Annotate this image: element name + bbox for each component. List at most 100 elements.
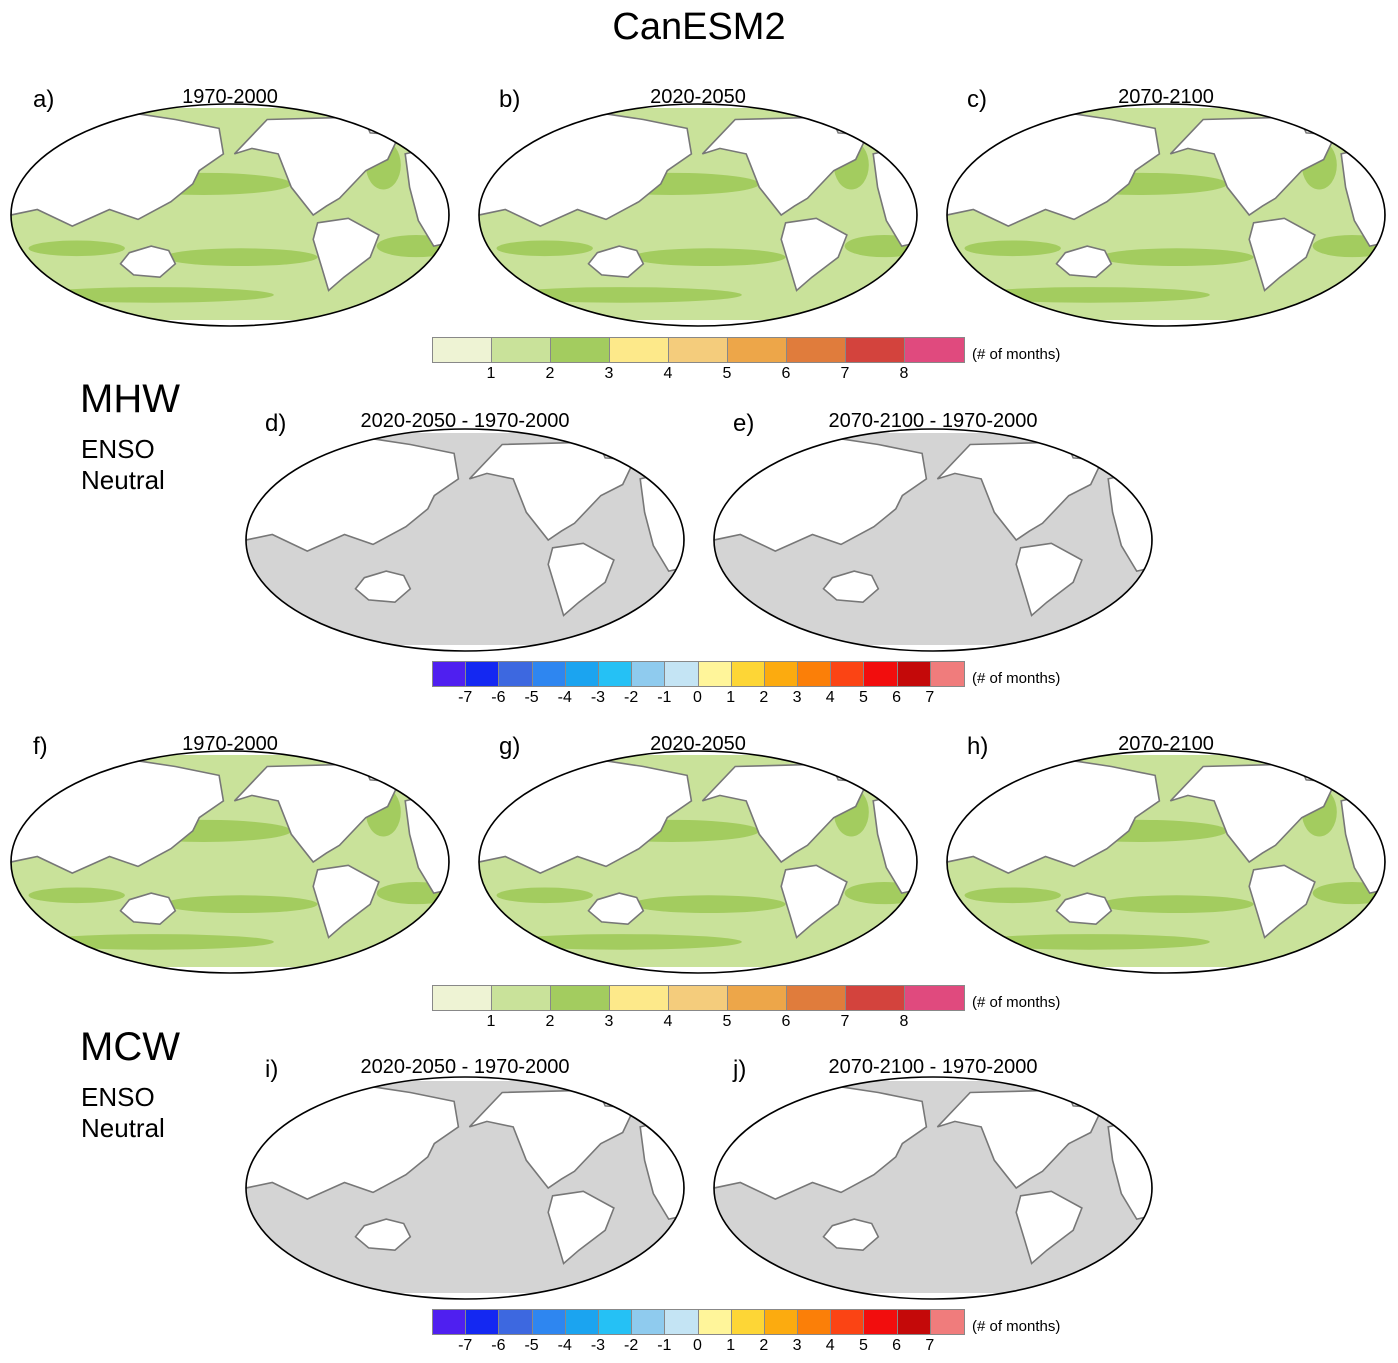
colorbar-tick-label: 7 <box>840 1013 850 1030</box>
map-border <box>245 428 685 652</box>
colorbar-tick-label: 5 <box>858 1337 868 1354</box>
panel-letter: j) <box>733 1056 747 1083</box>
colorbar-swatch <box>798 1310 832 1334</box>
colorbar-swatch <box>728 338 787 362</box>
colorbar-tick-label: 4 <box>825 689 835 706</box>
continent <box>119 892 177 926</box>
continent <box>312 217 380 292</box>
colorbar-tick-label: -7 <box>458 1337 473 1354</box>
continent <box>547 542 615 617</box>
colorbar-tick-label: 6 <box>892 689 902 706</box>
anomaly-band <box>496 240 593 257</box>
colorbar-unit-label: (# of months) <box>972 1318 1061 1335</box>
colorbar-swatch <box>610 986 669 1010</box>
world-map <box>245 1076 685 1300</box>
panel-period-title: 2070-2100 <box>1118 86 1214 108</box>
colorbar-tick-label: 4 <box>825 1337 835 1354</box>
colorbar-tick-label: 1 <box>726 689 736 706</box>
colorbar-swatch <box>532 1310 566 1334</box>
map-border <box>946 103 1386 327</box>
anomaly-band <box>496 887 593 904</box>
continent <box>547 1190 615 1265</box>
colorbar-tick-label: 4 <box>663 365 673 382</box>
colorbar-swatch <box>787 986 846 1010</box>
colorbar-tick-label: 7 <box>925 689 935 706</box>
colorbar-abs-top <box>432 337 965 363</box>
colorbar-tick-label: 6 <box>892 1337 902 1354</box>
colorbar-tick-label: 3 <box>792 1337 802 1354</box>
panel-letter: d) <box>265 410 287 437</box>
colorbar-swatch <box>632 662 666 686</box>
world-map <box>10 750 450 974</box>
colorbar-tick-label: 5 <box>722 365 732 382</box>
colorbar-swatch <box>598 662 633 686</box>
colorbar-tick-label: -2 <box>624 1337 639 1354</box>
colorbar-swatch <box>669 338 728 362</box>
map-border <box>478 750 918 974</box>
colorbar-swatch <box>864 1310 898 1334</box>
anomaly-band <box>632 895 786 914</box>
anomaly-band <box>1100 895 1254 914</box>
colorbar-tick-label: -4 <box>557 1337 572 1354</box>
colorbar-swatch <box>565 662 599 686</box>
section-sub-mcw-1: ENSO <box>81 1082 155 1112</box>
colorbar-tick-label: -5 <box>524 689 539 706</box>
colorbar-swatch <box>698 662 732 686</box>
world-map <box>10 103 450 327</box>
colorbar-tick-label: 0 <box>693 1337 702 1354</box>
world-map <box>245 428 685 652</box>
world-map <box>713 428 1153 652</box>
colorbar-swatch <box>665 1310 699 1334</box>
continent <box>1015 542 1083 617</box>
colorbar-tick-label: 8 <box>899 1013 909 1030</box>
map-border <box>10 103 450 327</box>
colorbar-tick-label: 4 <box>663 1013 673 1030</box>
world-map <box>946 750 1386 974</box>
anomaly-band <box>32 934 274 950</box>
colorbar-swatch <box>798 662 832 686</box>
map-border <box>245 1076 685 1300</box>
colorbar-unit-label: (# of months) <box>972 670 1061 687</box>
panel-letter: g) <box>499 733 521 760</box>
anomaly-band <box>964 887 1061 904</box>
colorbar-diff-bottom <box>432 1309 965 1335</box>
colorbar-tick-label: 6 <box>781 1013 791 1030</box>
continent <box>1248 217 1316 292</box>
colorbar-swatch <box>565 1310 599 1334</box>
colorbar-swatch <box>433 986 492 1010</box>
anomaly-band <box>28 240 125 257</box>
panel-period-title: 2070-2100 - 1970-2000 <box>828 1056 1038 1078</box>
colorbar-tick-label: -3 <box>590 1337 606 1354</box>
colorbar-tick-label: -1 <box>657 689 672 706</box>
world-map <box>946 103 1386 327</box>
colorbar-swatch <box>731 662 765 686</box>
continent <box>119 245 177 279</box>
colorbar-swatch <box>492 986 551 1010</box>
colorbar-swatch <box>731 1310 765 1334</box>
colorbar-tick-label: 1 <box>486 1013 496 1030</box>
colorbar-tick-label: -5 <box>524 1337 539 1354</box>
continent <box>587 245 645 279</box>
colorbar-swatch <box>466 1310 500 1334</box>
anomaly-band <box>964 240 1061 257</box>
colorbar-tick-label: -6 <box>491 1337 506 1354</box>
colorbar-swatch <box>492 338 551 362</box>
colorbar-swatch <box>433 662 467 686</box>
panel-period-title: 2020-2050 <box>650 733 746 755</box>
anomaly-band <box>500 287 742 303</box>
colorbar-swatch <box>846 986 905 1010</box>
colorbar-tick-label: 1 <box>486 365 496 382</box>
colorbar-swatch <box>897 662 931 686</box>
colorbar-swatch <box>499 662 533 686</box>
colorbar-swatch <box>433 338 492 362</box>
anomaly-band <box>28 887 125 904</box>
continent <box>1055 245 1113 279</box>
panel-letter: i) <box>265 1056 279 1083</box>
section-label-mhw: MHW <box>80 377 180 421</box>
panel-period-title: 2020-2050 - 1970-2000 <box>360 1056 570 1078</box>
anomaly-band <box>968 287 1210 303</box>
colorbar-tick-label: -7 <box>458 689 473 706</box>
colorbar-swatch <box>905 986 964 1010</box>
colorbar-tick-label: 5 <box>858 689 868 706</box>
map-border <box>946 750 1386 974</box>
